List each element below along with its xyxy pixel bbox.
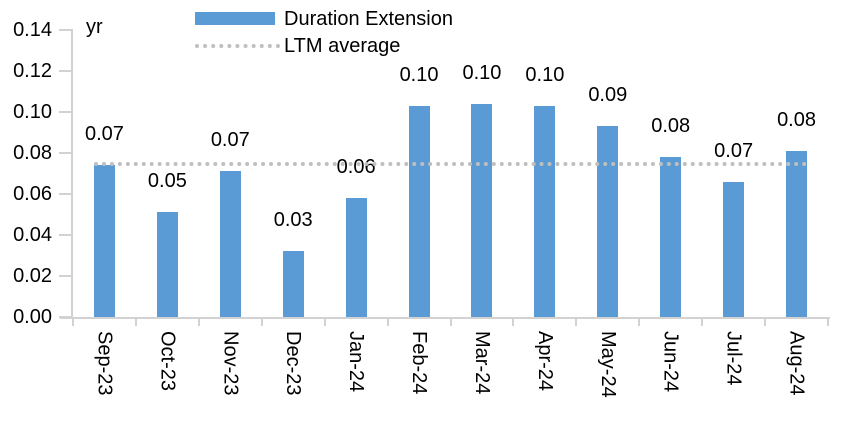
- bar: [723, 182, 745, 317]
- legend-item-ltm-average: LTM average: [195, 32, 453, 59]
- bar: [786, 151, 808, 317]
- bar-series-swatch-icon: [195, 12, 275, 25]
- y-axis-line: [71, 30, 73, 319]
- x-tick: [701, 319, 704, 326]
- legend-label-duration-extension: Duration Extension: [284, 7, 453, 30]
- x-axis-label: Jun-24: [659, 331, 682, 393]
- bar-value-label: 0.10: [399, 64, 439, 86]
- x-tick: [323, 319, 326, 326]
- x-tick: [449, 319, 452, 326]
- y-tick: [59, 70, 73, 72]
- bar: [408, 106, 430, 317]
- bar: [93, 165, 115, 317]
- bar-value-label: 0.09: [588, 84, 628, 106]
- bar-value-label: 0.10: [462, 62, 502, 84]
- x-tick: [386, 319, 389, 326]
- x-axis-label: Feb-24: [408, 331, 431, 395]
- y-tick: [59, 152, 73, 154]
- x-axis-label: Jan-24: [345, 331, 368, 393]
- x-tick: [197, 319, 200, 326]
- bar: [597, 126, 619, 317]
- legend-item-duration-extension: Duration Extension: [195, 5, 453, 32]
- y-axis-unit-label: yr: [86, 16, 103, 38]
- chart-legend: Duration Extension LTM average: [195, 5, 453, 59]
- x-axis-label: Apr-24: [533, 331, 556, 392]
- y-tick: [59, 29, 73, 31]
- y-tick: [59, 234, 73, 236]
- x-axis-line: [60, 317, 830, 319]
- x-tick: [638, 319, 641, 326]
- y-tick-label: 0.12: [13, 60, 52, 82]
- x-axis-label: Sep-23: [93, 331, 116, 396]
- x-axis-label: May-24: [596, 331, 619, 398]
- y-tick: [59, 316, 73, 318]
- bar: [660, 157, 682, 317]
- x-tick: [260, 319, 263, 326]
- bar-value-label: 0.07: [714, 140, 754, 162]
- bar-value-label: 0.10: [525, 64, 565, 86]
- y-tick-label: 0.10: [13, 101, 52, 123]
- y-tick: [59, 275, 73, 277]
- x-axis-label: Oct-23: [156, 331, 179, 392]
- bar: [534, 106, 556, 317]
- x-tick: [134, 319, 137, 326]
- y-tick-label: 0.14: [13, 19, 52, 41]
- x-axis-label: Dec-23: [282, 331, 305, 396]
- x-tick: [764, 319, 767, 326]
- x-tick: [72, 319, 74, 326]
- bar-value-label: 0.08: [651, 115, 691, 137]
- x-axis-label: Nov-23: [219, 331, 242, 396]
- bar-value-label: 0.08: [777, 109, 816, 131]
- dotted-line-swatch-icon: [195, 43, 280, 48]
- x-tick: [512, 319, 515, 326]
- ltm-average-line: [94, 162, 807, 167]
- x-tick: [827, 319, 829, 326]
- y-tick: [59, 111, 73, 113]
- x-axis-label: Mar-24: [470, 331, 493, 395]
- y-tick-label: 0.00: [13, 306, 52, 328]
- bar: [282, 251, 304, 317]
- legend-label-ltm-average: LTM average: [284, 34, 401, 57]
- bar-value-label: 0.05: [147, 170, 187, 192]
- bar: [156, 212, 178, 317]
- bar: [345, 198, 367, 317]
- y-tick-label: 0.06: [13, 183, 52, 205]
- bar-value-label: 0.07: [210, 129, 250, 151]
- bar: [219, 171, 241, 317]
- bar-value-label: 0.06: [336, 156, 376, 178]
- y-tick: [59, 193, 73, 195]
- y-tick-label: 0.02: [13, 265, 52, 287]
- bar-value-label: 0.07: [84, 123, 124, 145]
- bar: [471, 104, 493, 317]
- y-tick-label: 0.04: [13, 224, 52, 246]
- bar-value-label: 0.03: [273, 209, 313, 231]
- x-axis-label: Jul-24: [722, 331, 745, 386]
- x-tick: [575, 319, 578, 326]
- y-tick-label: 0.08: [13, 142, 52, 164]
- x-axis-label: Aug-24: [785, 331, 808, 396]
